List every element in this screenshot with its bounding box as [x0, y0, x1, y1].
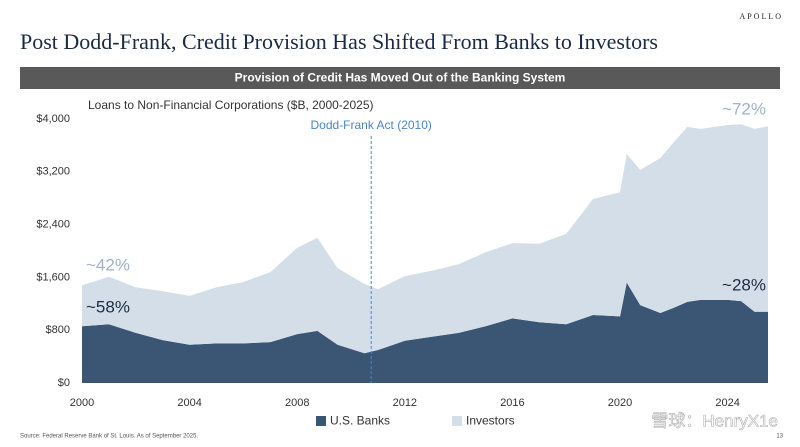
y-tick-label: $0 — [58, 377, 70, 389]
area — [82, 282, 768, 383]
chart-title: Loans to Non-Financial Corporations ($B,… — [88, 98, 374, 112]
legend-label: Investors — [466, 414, 515, 428]
source: Source: Federal Reserve Bank of St. Loui… — [20, 434, 198, 440]
event-label: Dodd-Frank Act (2010) — [311, 118, 432, 132]
x-tick-label: 2016 — [500, 397, 524, 409]
share-label: ~58% — [86, 297, 130, 316]
brand: APOLLO — [739, 12, 783, 21]
slide-title: Post Dodd-Frank, Credit Provision Has Sh… — [20, 29, 658, 54]
share-label: ~72% — [722, 99, 766, 118]
x-tick-label: 2000 — [70, 397, 94, 409]
y-tick-label: $2,400 — [36, 219, 70, 231]
y-tick-label: $3,200 — [36, 166, 70, 178]
y-tick-label: $4,000 — [36, 113, 70, 125]
share-label: ~28% — [722, 275, 766, 294]
legend-swatch — [316, 416, 326, 426]
banner: Provision of Credit Has Moved Out of the… — [235, 71, 566, 85]
watermark: 雪球：HenryX1e — [651, 411, 778, 430]
y-tick-label: $800 — [46, 324, 70, 336]
x-tick-label: 2024 — [715, 397, 739, 409]
legend-label: U.S. Banks — [330, 414, 390, 428]
x-tick-label: 2020 — [608, 397, 632, 409]
share-label: ~42% — [86, 255, 130, 274]
legend-swatch — [452, 416, 462, 426]
banner-bg — [20, 67, 780, 89]
area — [82, 124, 768, 354]
y-tick-label: $1,600 — [36, 271, 70, 283]
page-number: 13 — [776, 434, 783, 440]
x-tick-label: 2008 — [285, 397, 309, 409]
x-tick-label: 2012 — [393, 397, 417, 409]
x-tick-label: 2004 — [177, 397, 201, 409]
